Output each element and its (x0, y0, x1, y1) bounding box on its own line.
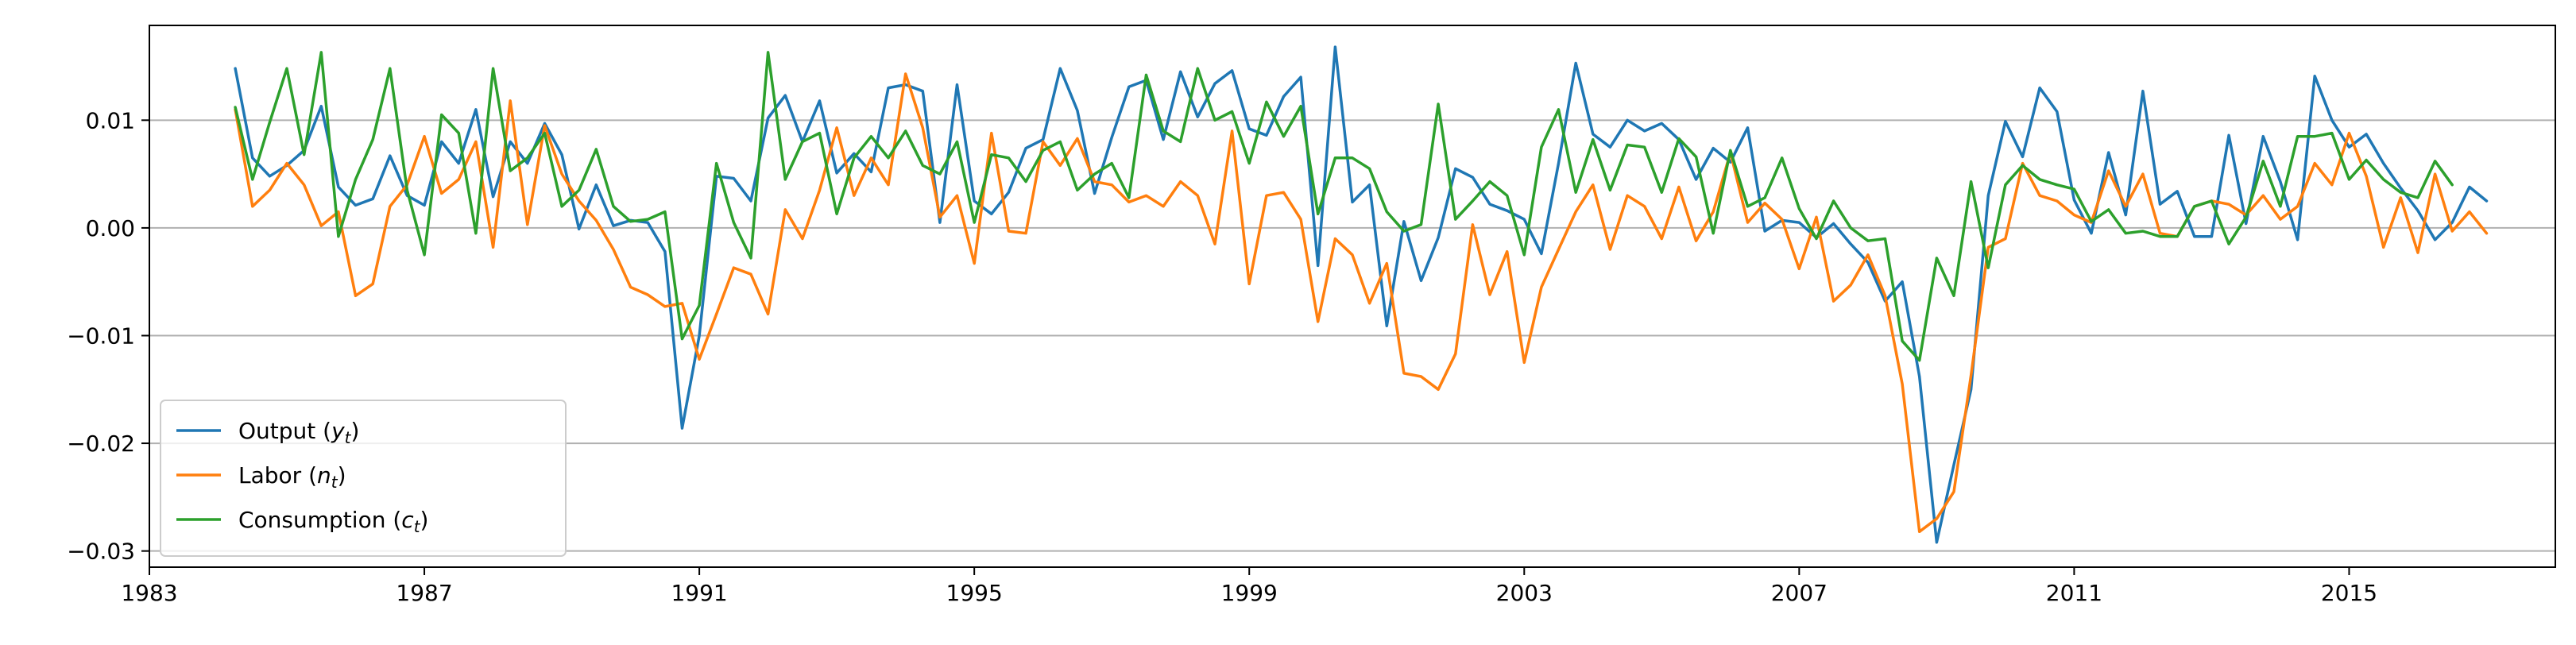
legend-label-text: Consumption ( (238, 507, 401, 533)
series-lines (234, 45, 2489, 544)
x-tick-label: 1991 (671, 580, 727, 606)
y-tick-label: −0.02 (67, 431, 135, 457)
legend-label: Consumption (ct) (238, 507, 428, 536)
legend-box (160, 400, 567, 557)
legend-label-text: Output ( (238, 418, 331, 444)
y-tick-label: −0.01 (67, 322, 135, 349)
series-line-2 (234, 51, 2454, 362)
x-tick-label: 2015 (2321, 580, 2377, 606)
legend-label-symbol: y (331, 418, 345, 444)
legend: Output (yt)Labor (nt)Consumption (ct) (160, 400, 567, 557)
x-tick-label: 2003 (1496, 580, 1553, 606)
x-tick-label: 1995 (946, 580, 1003, 606)
legend-label-close: ) (338, 462, 346, 489)
x-tick-label: 2011 (2046, 580, 2102, 606)
plot-frame (149, 25, 2556, 568)
x-tick-label: 1999 (1221, 580, 1278, 606)
x-tick-label: 2007 (1771, 580, 1828, 606)
y-tick-label: −0.03 (67, 539, 135, 565)
x-tick-label: 1987 (396, 580, 452, 606)
legend-label-symbol: c (401, 507, 414, 533)
legend-label-close: ) (420, 507, 429, 533)
legend-label-subscript: t (345, 428, 352, 447)
legend-label: Output (yt) (238, 418, 359, 447)
legend-label: Labor (nt) (238, 462, 346, 492)
legend-label-close: ) (351, 418, 360, 444)
y-tick-label: 0.01 (86, 107, 135, 133)
x-axis: 1983 1987 1991 1995 1999 2003 2007 2011 2015 (121, 567, 2377, 606)
legend-label-subscript: t (414, 517, 421, 536)
legend-label-subscript: t (331, 473, 338, 492)
legend-label-symbol: n (317, 462, 331, 489)
legend-label-text: Labor ( (238, 462, 317, 489)
y-tick-label: 0.00 (86, 215, 135, 241)
series-line-1 (234, 72, 2489, 534)
y-axis: −0.03 −0.02 −0.01 0.00 0.01 (67, 107, 149, 565)
series-line-0 (234, 45, 2489, 544)
x-tick-label: 1983 (121, 580, 177, 606)
